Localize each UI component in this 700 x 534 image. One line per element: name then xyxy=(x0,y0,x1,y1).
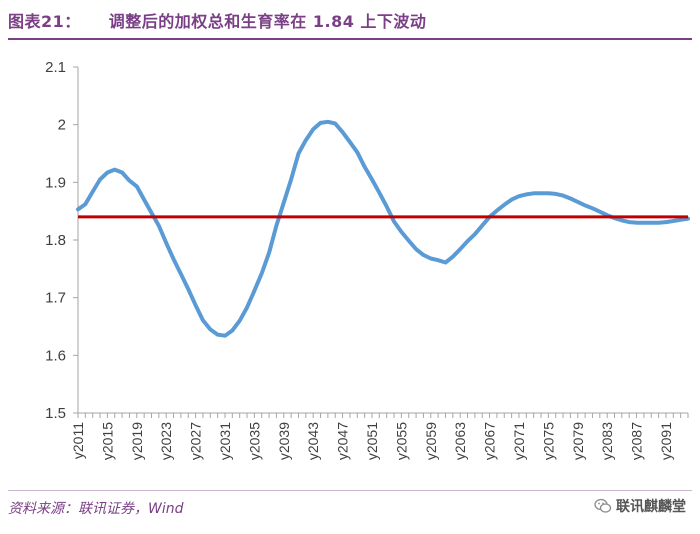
footer-divider xyxy=(8,490,692,491)
figure-title: 图表21： 调整后的加权总和生育率在 1.84 上下波动 xyxy=(8,8,426,32)
wechat-icon xyxy=(594,498,612,513)
y-tick-label: 1.9 xyxy=(45,174,66,191)
x-tick-label: y2091 xyxy=(658,422,674,460)
y-tick-label: 1.8 xyxy=(45,232,66,249)
x-tick-label: y2071 xyxy=(511,422,527,460)
plot-area xyxy=(76,119,690,338)
title-divider xyxy=(8,38,692,40)
x-tick-label: y2035 xyxy=(246,422,262,460)
figure-title-text: 调整后的加权总和生育率在 1.84 上下波动 xyxy=(108,12,427,31)
y-tick-label: 2.1 xyxy=(45,59,66,76)
x-tick-label: y2023 xyxy=(158,422,174,460)
x-tick-label: y2047 xyxy=(335,422,351,460)
y-tick-label: 1.7 xyxy=(45,290,66,307)
line-chart: 1.5 1.6 1.7 1.8 1.9 2 2.1 y2011 y2015 y2019 y2023… xyxy=(45,59,690,460)
watermark-text: 联讯麒麟堂 xyxy=(616,499,686,515)
x-tick-label: y2079 xyxy=(570,422,586,460)
x-tick-label: y2011 xyxy=(70,422,86,459)
figure-label: 图表21： xyxy=(8,12,81,31)
x-tick-label: y2087 xyxy=(629,422,645,460)
x-tick-label: y2083 xyxy=(599,422,615,460)
x-tick-label: y2051 xyxy=(364,422,380,460)
x-axis: y2011 y2015 y2019 y2023 y2027 y2031 y2035 y2039… xyxy=(70,412,689,460)
x-tick-label: y2063 xyxy=(452,422,468,460)
watermark: 联讯麒麟堂 xyxy=(594,496,686,516)
y-axis: 1.5 1.6 1.7 1.8 1.9 2 2.1 xyxy=(45,59,79,422)
series-line xyxy=(76,119,690,338)
x-tick-label: y2067 xyxy=(482,422,498,460)
x-tick-label: y2031 xyxy=(217,422,233,460)
x-tick-label: y2019 xyxy=(129,422,145,460)
source-note: 资料来源：联讯证券，Wind xyxy=(8,501,184,517)
y-tick-label: 2 xyxy=(58,117,66,134)
x-tick-label: y2039 xyxy=(276,422,292,460)
x-tick-label: y2075 xyxy=(540,422,556,460)
x-tick-label: y2055 xyxy=(393,422,409,460)
x-tick-label: y2027 xyxy=(188,422,204,460)
x-tick-label: y2059 xyxy=(423,422,439,460)
y-tick-label: 1.5 xyxy=(45,405,66,422)
x-tick-label: y2015 xyxy=(99,422,115,460)
x-tick-label: y2043 xyxy=(305,422,321,460)
y-tick-label: 1.6 xyxy=(45,347,66,364)
